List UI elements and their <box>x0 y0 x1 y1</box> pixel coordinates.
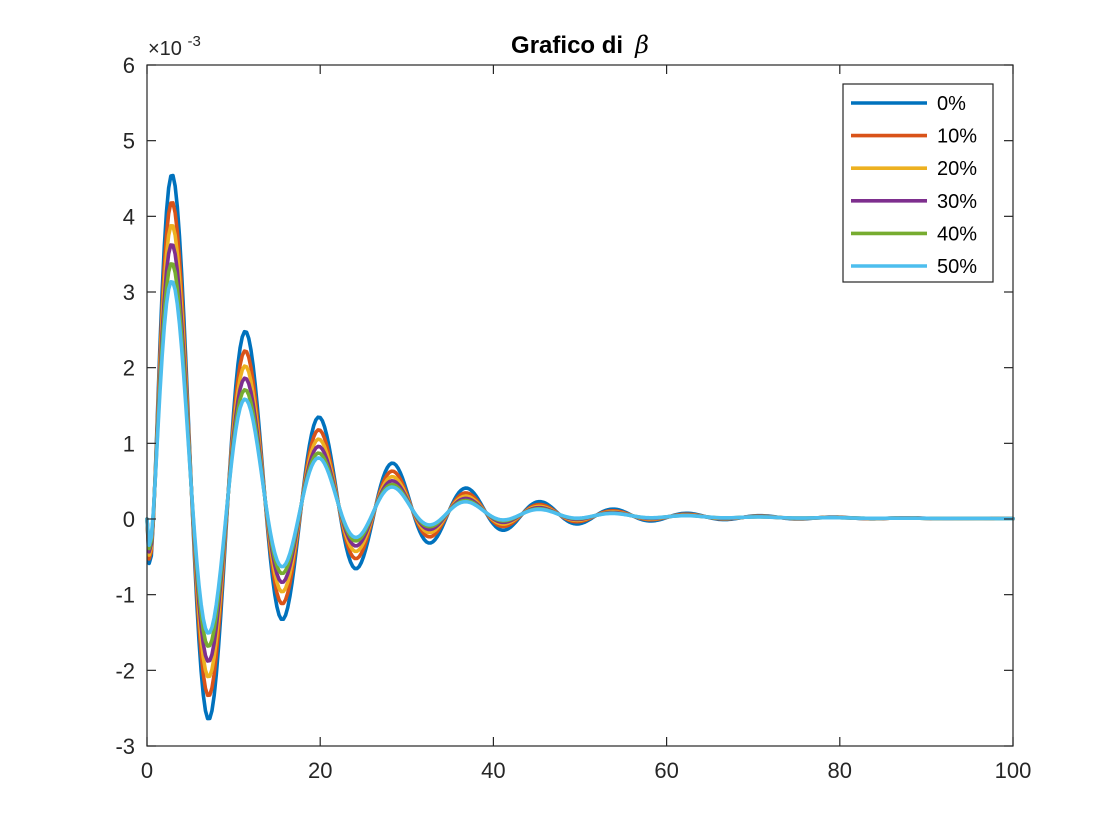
chart-title-symbol: β <box>634 31 649 59</box>
x-tick-label: 0 <box>141 758 153 783</box>
legend: 0% 10% 20% 30% 40% 50% <box>842 83 994 283</box>
y-tick-label: 3 <box>123 280 135 305</box>
y-tick-label: -2 <box>115 658 135 683</box>
x-tick-label: 100 <box>995 758 1032 783</box>
y-exponent-base: ×10 <box>148 38 182 60</box>
x-tick-label: 80 <box>828 758 852 783</box>
y-exponent-power: -3 <box>188 33 201 50</box>
x-tick-label: 60 <box>654 758 678 783</box>
axes-box <box>146 64 1014 747</box>
x-tick-label: 20 <box>308 758 332 783</box>
legend-label-2: 10% <box>937 126 977 148</box>
legend-label-4: 30% <box>937 191 977 213</box>
y-axis-exponent-label: ×10 -3 <box>148 33 201 60</box>
y-tick-label: 6 <box>123 53 135 78</box>
y-tick-label: 4 <box>123 204 135 229</box>
y-tick-label: 0 <box>123 507 135 532</box>
series-layer <box>145 173 1015 721</box>
x-tick-labels: 0 20 40 60 80 100 <box>141 758 1031 783</box>
y-tick-label: 1 <box>123 431 135 456</box>
legend-box <box>842 83 994 283</box>
chart-title: Grafico di β <box>511 31 649 59</box>
y-tick-label: -3 <box>115 734 135 759</box>
y-tick-label: 2 <box>123 356 135 381</box>
y-tick-labels: -3 -2 -1 0 1 2 3 4 5 6 <box>115 53 135 759</box>
legend-label-3: 20% <box>937 158 977 180</box>
y-tick-label: -1 <box>115 583 135 608</box>
chart-title-text: Grafico di <box>511 32 623 59</box>
series-line-6 <box>145 279 1015 635</box>
legend-label-1: 0% <box>937 93 966 115</box>
legend-label-5: 40% <box>937 223 977 245</box>
y-tick-label: 5 <box>123 129 135 154</box>
x-tick-label: 40 <box>481 758 505 783</box>
legend-label-6: 50% <box>937 256 977 278</box>
